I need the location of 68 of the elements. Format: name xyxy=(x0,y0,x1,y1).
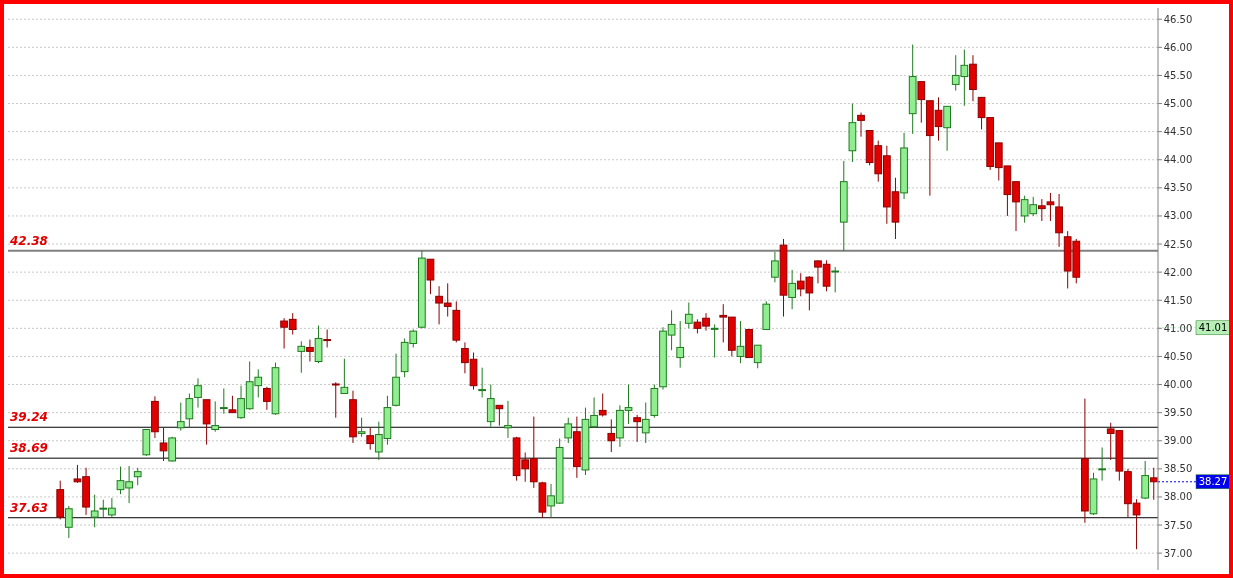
candlestick xyxy=(831,266,840,293)
candlestick xyxy=(771,251,779,283)
y-tick-label: 40.00 xyxy=(1163,379,1193,391)
candlestick xyxy=(168,436,177,463)
candlestick xyxy=(426,258,435,295)
candlestick xyxy=(607,418,616,453)
candlestick xyxy=(564,417,573,444)
y-tick-label: 42.50 xyxy=(1163,238,1193,250)
y-tick-label: 42.00 xyxy=(1163,266,1193,278)
y-tick-label: 41.50 xyxy=(1163,294,1193,306)
candlestick xyxy=(64,505,73,539)
y-tick-label: 39.50 xyxy=(1163,407,1193,419)
y-tick-label: 46.00 xyxy=(1163,41,1193,53)
y-tick-label: 43.50 xyxy=(1163,182,1193,194)
candlestick xyxy=(297,340,306,374)
candlestick xyxy=(633,414,641,443)
y-tick-label: 45.00 xyxy=(1163,98,1193,110)
ref-line-label: 41.01 xyxy=(1198,322,1228,334)
candlestick xyxy=(176,402,185,432)
y-tick-label: 44.00 xyxy=(1163,154,1193,166)
candlestick xyxy=(736,320,745,364)
y-tick-label: 38.00 xyxy=(1163,491,1193,503)
y-tick-label: 38.50 xyxy=(1163,463,1193,475)
candlestick xyxy=(357,417,366,438)
candlestick xyxy=(306,339,314,362)
y-tick-label: 46.50 xyxy=(1163,13,1193,25)
ref-line-label: 38.27 xyxy=(1198,476,1228,488)
candlestick xyxy=(219,387,228,415)
candlestick xyxy=(788,269,796,310)
candlestick xyxy=(331,381,340,419)
y-tick-label: 43.00 xyxy=(1163,210,1193,222)
candlestick xyxy=(1098,446,1106,482)
y-tick-label: 39.00 xyxy=(1163,435,1193,447)
candlestick xyxy=(478,367,486,398)
candlestick xyxy=(486,384,495,428)
candlestick xyxy=(366,427,375,451)
candlestick xyxy=(641,402,650,444)
candlestick xyxy=(314,325,323,364)
y-tick-label: 44.50 xyxy=(1163,126,1193,138)
candlestick xyxy=(753,344,762,369)
candlestick xyxy=(1141,460,1150,500)
ref-line-label: 42.38 xyxy=(9,233,48,248)
ref-line-label: 37.63 xyxy=(10,500,48,515)
candlestick xyxy=(194,377,202,409)
ref-line-label: 39.24 xyxy=(10,410,48,425)
candlestick xyxy=(495,404,504,427)
candlestick xyxy=(857,112,865,138)
candlestick xyxy=(504,400,512,439)
candlestick xyxy=(1037,198,1046,222)
candlestick xyxy=(676,320,685,369)
candlestick xyxy=(340,358,349,395)
ref-line-label: 38.69 xyxy=(10,441,48,456)
y-tick-label: 37.00 xyxy=(1163,547,1193,559)
y-tick-label: 40.50 xyxy=(1163,350,1193,362)
candlestick xyxy=(917,81,926,124)
candlestick xyxy=(1046,192,1055,222)
y-tick-label: 37.50 xyxy=(1163,519,1193,531)
candlestick xyxy=(211,400,220,433)
candlestick xyxy=(598,393,607,418)
candlestick xyxy=(185,393,194,429)
candlestick xyxy=(263,386,271,411)
y-tick-label: 45.50 xyxy=(1163,69,1193,81)
y-tick-label: 41.00 xyxy=(1163,322,1193,334)
candlestick xyxy=(710,323,719,359)
candlestick xyxy=(90,494,99,528)
candlestick xyxy=(684,301,693,329)
candlestick xyxy=(943,105,951,152)
candlestick xyxy=(159,427,168,462)
